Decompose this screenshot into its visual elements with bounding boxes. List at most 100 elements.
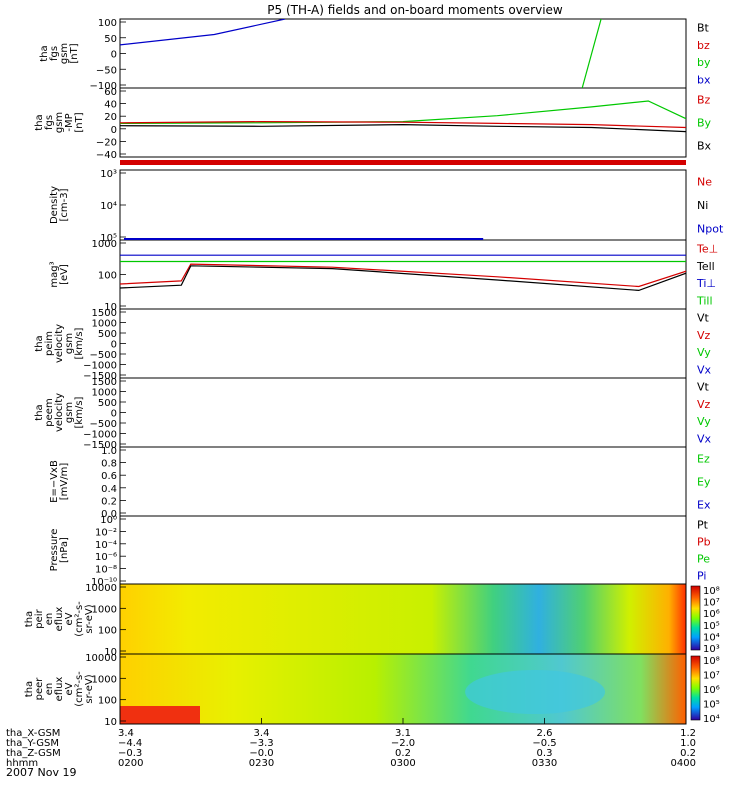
y-tick-label: 0.8: [101, 459, 117, 470]
colorbar: [690, 655, 701, 721]
x-tick-label: 3.1: [395, 728, 411, 739]
legend-Ti⊥: Ti⊥: [696, 277, 716, 290]
panel-fgs: 100 50 0 −50 −100 tha fgs gsm [nT] Bt bz by bx: [39, 18, 711, 92]
colorbar-tick-label: 10⁵: [703, 621, 720, 632]
y-tick-label: 20: [104, 112, 117, 123]
y-tick-label: 0: [111, 125, 117, 136]
y-axis-label: velocity: [54, 324, 65, 363]
y-axis-label: tha: [34, 114, 45, 130]
y-tick-label: −1000: [83, 430, 117, 441]
y-tick-label: 100: [98, 18, 117, 29]
legend-Vx: Vx: [697, 363, 712, 376]
y-axis-label: (cm²-s-: [74, 671, 85, 707]
y-axis-label: gsm: [64, 333, 75, 354]
x-tick-label: 2.6: [537, 728, 553, 739]
x-tick-label: 0.2: [680, 748, 696, 759]
panel-frame: [119, 308, 687, 379]
y-axis-label: en: [44, 683, 55, 696]
x-tick-label: 3.4: [118, 728, 134, 739]
y-tick-label: 10⁴: [100, 201, 117, 212]
y-tick-label: 100: [98, 271, 117, 282]
legend-Till: Till: [696, 294, 713, 307]
y-axis-label: eV: [64, 612, 75, 625]
y-tick-label: 10: [104, 717, 117, 728]
panel-frame: [119, 169, 687, 241]
x-tick-label: 0200: [118, 758, 143, 769]
y-tick-label: −500: [90, 350, 117, 361]
y-tick-label: −1500: [83, 371, 117, 382]
x-tick-label: 0330: [532, 758, 557, 769]
series-temperature-Te⊥: [120, 263, 686, 288]
legend-Ne: Ne: [697, 176, 712, 189]
y-axis-label: peim: [44, 331, 55, 356]
y-axis-label: eV: [64, 682, 75, 695]
series-fgs-mean-Bx: [120, 123, 686, 133]
y-tick-label: −1000: [83, 361, 117, 372]
colorbar-tick-label: 10⁴: [703, 714, 720, 725]
y-axis-label: tha: [39, 45, 50, 61]
y-axis-label: eflux: [54, 607, 65, 632]
y-axis-label: gsm: [54, 112, 65, 133]
y-axis-label: mag³: [49, 261, 60, 287]
colorbar-tick-label: 10⁴: [703, 632, 720, 643]
spectrogram-low-energy-band: [120, 706, 200, 724]
legend-Vy: Vy: [697, 346, 711, 359]
y-tick-label: 1500: [92, 308, 117, 319]
colorbar-tick-label: 10⁶: [703, 685, 720, 696]
y-tick-label: 0: [111, 340, 117, 351]
y-axis-label: fgs: [49, 46, 60, 61]
panel-frame: [119, 515, 687, 585]
colorbar-tick-label: 10⁷: [703, 598, 720, 609]
x-row-label: hhmm: [6, 758, 38, 769]
y-tick-label: −50: [96, 65, 117, 76]
y-axis-label: [nT]: [74, 112, 85, 132]
x-tick-label: −0.3: [118, 748, 142, 759]
panel-frame: [119, 18, 687, 89]
y-tick-label: 10000: [85, 583, 117, 594]
x-tick-label: −4.4: [118, 738, 142, 749]
x-row-label: tha_Y-GSM: [6, 738, 59, 749]
y-tick-label: −1500: [83, 440, 117, 451]
y-tick-label: 100: [98, 696, 117, 707]
panel-frame: [119, 377, 687, 448]
panel-peer-spec: 10⁸ 10⁷ 10⁶ 10⁵ 10⁴ 10000 1000 100 10 tha peer en ef…: [24, 653, 720, 728]
y-tick-label: 10000: [85, 653, 117, 664]
panel-frame: [119, 239, 687, 310]
y-axis-label: tha: [24, 681, 35, 697]
series-temperature-Tell: [120, 265, 686, 292]
panel-efield: 1.0 0.80.6 0.40.2 0.0 E=−VxB [mV/m] Ez Ey Ex: [49, 446, 711, 520]
y-axis-label: Pressure: [49, 529, 60, 572]
legend-Ex: Ex: [697, 499, 711, 512]
panel-frame: [119, 446, 687, 517]
x-tick-label: 1.0: [680, 738, 696, 749]
y-axis-label: (cm²-s-: [74, 601, 85, 637]
y-axis-label: sr-eV): [84, 674, 95, 703]
legend-Vy: Vy: [697, 415, 711, 428]
x-tick-label: 0400: [671, 758, 696, 769]
series-fgs-mean-By: [120, 100, 686, 124]
legend-Vt: Vt: [697, 381, 710, 394]
y-axis-label: [cm-3]: [59, 188, 70, 221]
colorbar-tick-label: 10⁵: [703, 700, 720, 711]
legend-Tell: Tell: [696, 260, 715, 273]
figure-title: P5 (TH-A) fields and on-board moments ov…: [267, 3, 563, 17]
x-tick-label: 0230: [249, 758, 274, 769]
y-tick-label: 1000: [92, 674, 117, 685]
series-fgs-by: [581, 19, 602, 88]
legend-Ni: Ni: [697, 199, 708, 212]
x-tick-label: 0300: [390, 758, 415, 769]
x-row-label: tha_Z-GSM: [6, 748, 61, 759]
legend-Bx: Bx: [697, 140, 712, 153]
colorbar-tick-label: 10³: [703, 644, 720, 655]
y-axis-label: peir: [34, 608, 45, 628]
legend-Ez: Ez: [697, 453, 710, 466]
x-tick-label: −3.3: [249, 738, 273, 749]
legend-By: By: [697, 117, 712, 130]
colorbar-tick-label: 10⁸: [703, 656, 720, 667]
legend-bz: bz: [697, 39, 710, 52]
y-tick-label: 0.2: [101, 496, 117, 507]
